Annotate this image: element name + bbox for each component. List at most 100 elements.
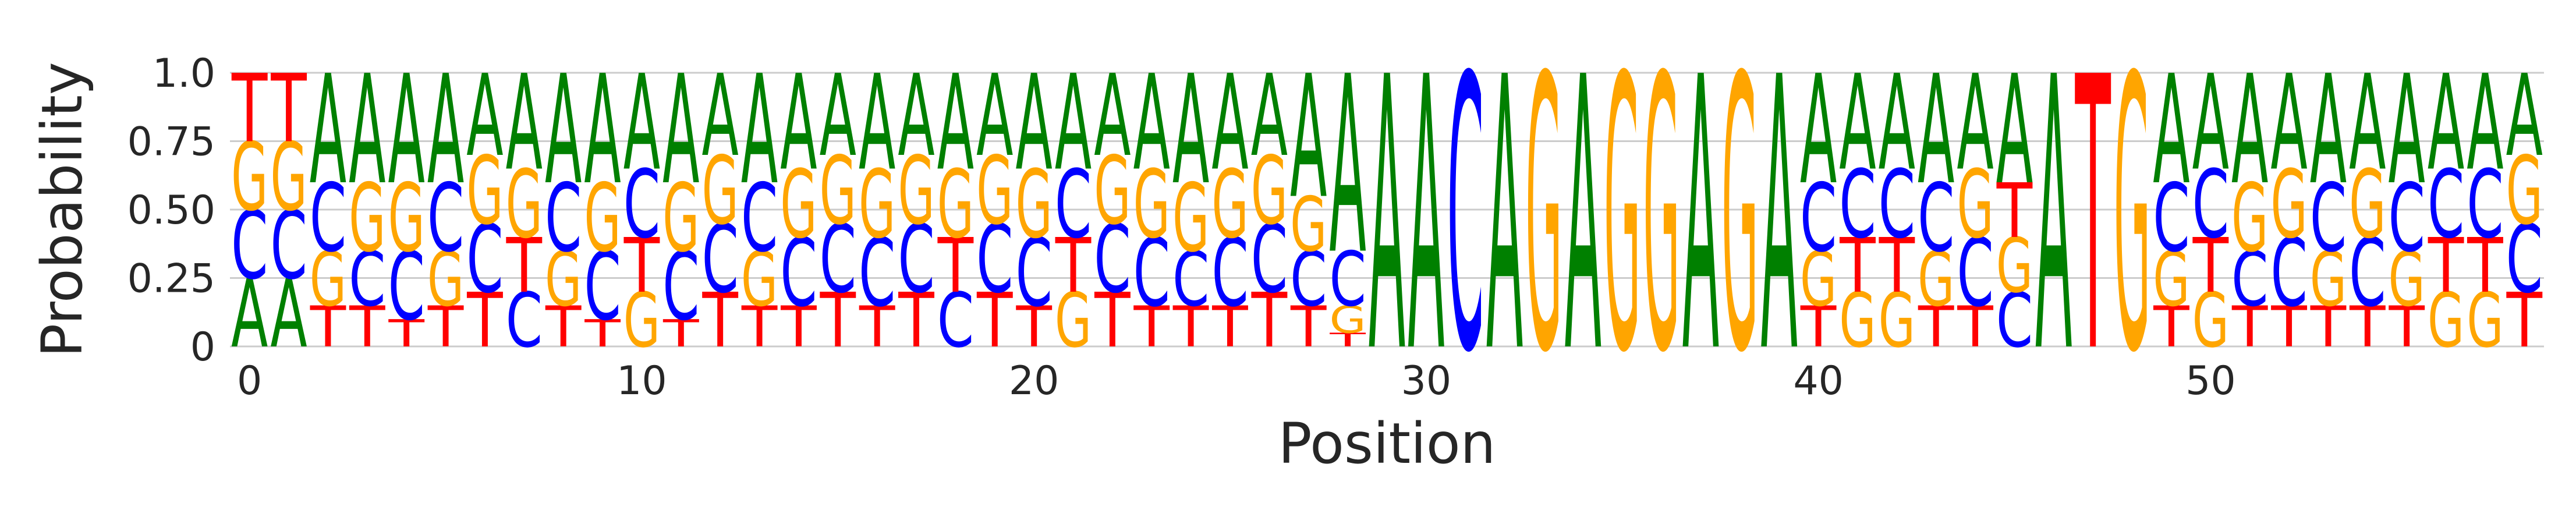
y-axis-label: Probability	[30, 62, 95, 357]
logo-letter-c: C	[1094, 205, 1131, 314]
logo-letter-t: T	[271, 54, 307, 164]
logo-letter-a: A	[2035, 0, 2072, 436]
logo-letter-a: A	[1918, 43, 1954, 218]
logo-letter-g: G	[741, 236, 778, 323]
logo-letter-t: T	[506, 223, 543, 310]
logo-letter-a: A	[623, 47, 660, 200]
logo-letter-c: C	[701, 205, 738, 314]
logo-letter-c: C	[741, 164, 778, 272]
logo-letter-g: G	[623, 278, 660, 364]
logo-letter-a: A	[1879, 47, 1915, 200]
logo-letter-a: A	[1290, 39, 1327, 236]
logo-letter-a: A	[506, 47, 543, 200]
logo-letter-a: A	[1369, 0, 1406, 436]
logo-letter-g: G	[780, 150, 817, 260]
logo-letter-a: A	[1094, 50, 1131, 182]
logo-letter-c: C	[231, 191, 268, 300]
logo-letter-g: G	[1251, 137, 1288, 246]
y-tick-label: 0.25	[127, 256, 215, 302]
logo-letter-a: A	[349, 43, 385, 218]
logo-letter-t: T	[1918, 295, 1954, 360]
logo-letter-c: C	[1918, 164, 1954, 272]
logo-letter-t: T	[1015, 295, 1052, 360]
logo-letter-c: C	[1251, 205, 1288, 314]
logo-letter-a: A	[231, 259, 268, 369]
logo-letter-c: C	[388, 232, 425, 341]
logo-letter-a: A	[1133, 47, 1170, 200]
logo-letter-t: T	[1957, 295, 1993, 360]
logo-letter-t: T	[1879, 223, 1915, 310]
logo-letter-t: T	[2310, 295, 2347, 360]
logo-letter-t: T	[1839, 223, 1876, 310]
logo-letter-a: A	[976, 50, 1013, 182]
logo-letter-a: A	[2349, 47, 2386, 200]
logo-letter-t: T	[2270, 295, 2307, 360]
logo-letter-t: T	[662, 311, 699, 355]
logo-letter-t: T	[427, 295, 464, 360]
logo-letter-g: G	[388, 164, 425, 274]
logo-letter-c: C	[1957, 218, 1993, 327]
logo-letter-t: T	[976, 278, 1013, 364]
logo-letter-g: G	[2467, 278, 2503, 364]
logo-letter-a: A	[1682, 0, 1720, 436]
logo-letter-g: G	[1015, 150, 1052, 260]
logo-letter-a: A	[1486, 0, 1523, 436]
logo-letter-a: A	[2270, 47, 2307, 200]
logo-letter-g: G	[859, 150, 895, 260]
logo-letter-g: G	[1525, 0, 1562, 436]
logo-letter-a: A	[1251, 50, 1288, 182]
logo-letter-c: C	[937, 278, 974, 364]
logo-letter-t: T	[545, 295, 582, 360]
logo-letter-a: A	[1565, 0, 1602, 436]
logo-letter-g: G	[584, 164, 621, 274]
logo-letter-c: C	[1055, 150, 1092, 259]
logo-letter-c: C	[2467, 150, 2503, 259]
logo-letter-c: C	[1329, 237, 1366, 324]
logo-letter-g: G	[1329, 299, 1366, 342]
logo-letter-g: G	[545, 236, 582, 323]
logo-letter-a: A	[427, 43, 464, 218]
logo-letter-a: A	[270, 259, 307, 369]
logo-letter-t: T	[2349, 295, 2386, 360]
logo-letter-g: G	[2153, 236, 2189, 323]
logo-letter-g: G	[506, 150, 543, 260]
logo-letter-a: A	[2153, 43, 2189, 218]
logo-letter-c: C	[1133, 218, 1170, 327]
grid-layer	[230, 72, 2544, 348]
logo-letter-c: C	[1172, 237, 1209, 324]
logo-letter-t: T	[741, 295, 778, 360]
logo-letter-c: C	[1800, 164, 1837, 272]
logo-letter-a: A	[937, 47, 974, 200]
logo-letter-a: A	[584, 43, 621, 218]
x-tick-labels: 0 10 20 30 40 50	[237, 358, 2236, 404]
logo-letter-c: C	[623, 150, 660, 259]
logo-letter-t: T	[2231, 295, 2268, 360]
logo-letter-g: G	[1172, 164, 1209, 274]
logo-letter-a: A	[1055, 47, 1092, 200]
x-tick-label: 50	[2185, 358, 2236, 404]
logo-letter-t: T	[1133, 295, 1170, 360]
logo-letter-a: A	[1761, 0, 1798, 436]
logo-letter-g: G	[937, 150, 974, 260]
logo-letter-a: A	[2428, 47, 2464, 200]
logo-letter-t: T	[702, 278, 739, 364]
logo-letter-t: T	[231, 54, 268, 164]
x-tick-label: 20	[1009, 358, 1060, 404]
logo-letter-a: A	[1957, 47, 1993, 200]
logo-letter-g: G	[2310, 236, 2347, 323]
logo-letter-g: G	[1957, 150, 1993, 260]
logo-letter-t: T	[2153, 295, 2189, 360]
logo-letter-a: A	[1015, 47, 1052, 200]
logo-letter-c: C	[1447, 0, 1484, 436]
x-tick-label: 30	[1401, 358, 1452, 404]
logo-letter-t: T	[1329, 329, 1366, 351]
logo-letter-g: G	[349, 164, 385, 274]
logo-letter-a: A	[388, 43, 425, 218]
logo-letter-g: G	[898, 137, 934, 246]
logo-letter-g: G	[1996, 223, 2033, 310]
logo-letter-c: C	[898, 205, 934, 314]
logo-letter-g: G	[1133, 150, 1170, 260]
logo-letter-a: A	[820, 50, 856, 182]
